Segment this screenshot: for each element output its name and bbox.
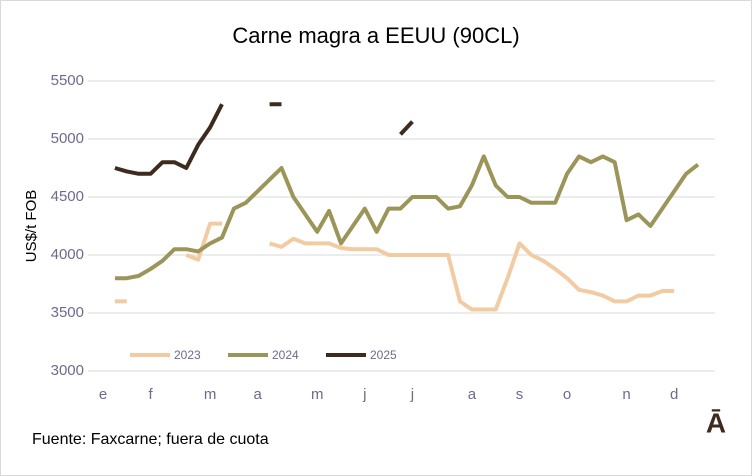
x-tick-label: j [362,386,366,403]
series-line [114,154,700,281]
legend-label: 2024 [272,348,299,362]
x-tick-label: o [563,386,571,403]
x-tick-label: n [622,386,630,403]
x-tick-label: f [149,386,154,403]
series-line [114,221,675,312]
x-tick-label: a [254,386,263,403]
y-axis-label: US$/t FOB [23,190,40,263]
y-tick-label: 4000 [51,246,84,263]
y-tick-label: 5500 [51,72,84,89]
x-tick-label: e [99,386,107,403]
x-tick-label: s [516,386,524,403]
y-tick-label: 3000 [51,362,84,379]
logo: Ā [706,407,726,438]
x-tick-label: m [204,386,217,403]
legend-label: 2025 [370,348,397,362]
chart-title: Carne magra a EEUU (90CL) [232,23,519,48]
x-tick-label: j [410,386,414,403]
legend-label: 2023 [174,348,201,362]
x-tick-label: m [311,386,324,403]
x-tick-label: d [670,386,678,403]
y-tick-label: 4500 [51,188,84,205]
series-line [114,102,414,176]
y-tick-label: 5000 [51,130,84,147]
y-tick-label: 3500 [51,304,84,321]
source: Fuente: Faxcarne; fuera de cuota [32,431,269,448]
x-tick-label: a [468,386,477,403]
